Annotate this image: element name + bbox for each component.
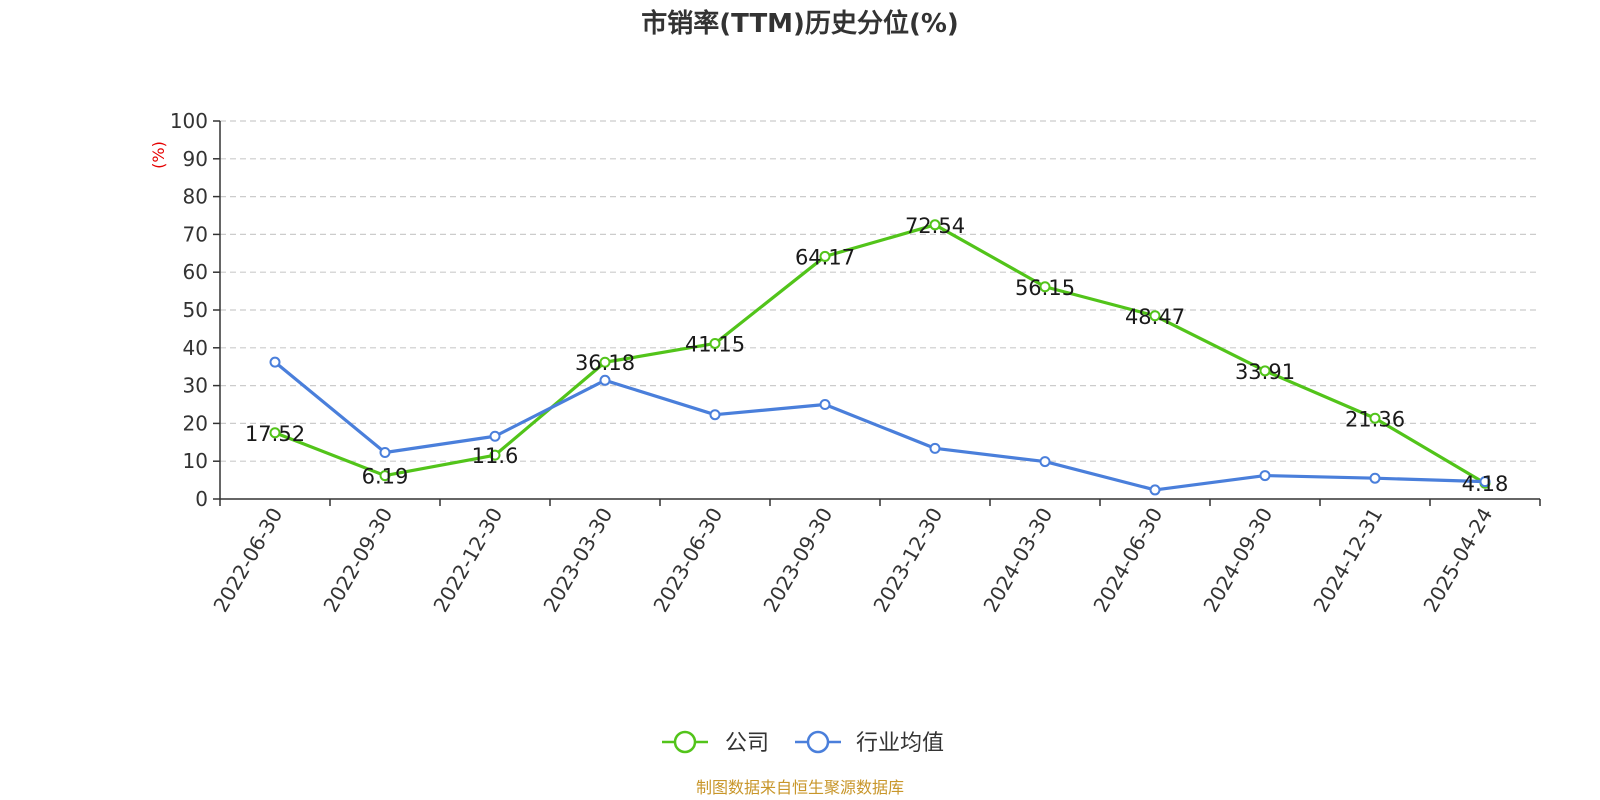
legend-item-1[interactable]: 公司: [662, 730, 769, 756]
y-tick-label: 40: [183, 336, 208, 360]
data-point[interactable]: [1039, 281, 1051, 293]
legend-marker-icon: [673, 730, 697, 754]
data-point[interactable]: [1369, 412, 1381, 424]
data-point[interactable]: [489, 449, 501, 461]
x-tick-label: 2023-12-30: [868, 504, 947, 617]
data-point[interactable]: [1259, 365, 1271, 377]
x-tick-label: 2024-06-30: [1088, 504, 1167, 617]
data-label: 48.47: [1125, 305, 1185, 329]
series-2: [269, 356, 1491, 496]
x-tick-label: 2022-09-30: [318, 504, 397, 617]
legend-label: 公司: [725, 731, 769, 756]
data-point[interactable]: [709, 337, 721, 349]
data-label: 4.18: [1462, 472, 1509, 496]
legend-marker-icon: [806, 730, 830, 754]
data-point[interactable]: [1479, 476, 1491, 488]
x-tick-label: 2023-03-30: [538, 504, 617, 617]
x-tick-label: 2024-12-31: [1308, 504, 1387, 617]
data-point[interactable]: [1039, 456, 1051, 468]
y-tick-label: 50: [183, 298, 208, 322]
series-line: [274, 223, 1486, 485]
data-label: 41.15: [685, 332, 745, 356]
y-tick-label: 30: [183, 374, 208, 398]
x-tick-label: 2023-09-30: [758, 504, 837, 617]
data-point[interactable]: [269, 427, 281, 439]
series-line: [273, 360, 1486, 492]
y-tick-label: 20: [183, 411, 208, 435]
data-point[interactable]: [489, 430, 501, 442]
data-point[interactable]: [599, 374, 611, 386]
data-label: 21.36: [1345, 407, 1405, 431]
y-tick-label: 60: [183, 260, 208, 284]
data-label: 33.91: [1235, 360, 1295, 384]
data-point[interactable]: [929, 442, 941, 454]
x-tick-label: 2024-09-30: [1198, 504, 1277, 617]
data-label: 56.15: [1015, 276, 1075, 300]
series-1: [269, 219, 1491, 489]
data-label: 6.19: [362, 465, 409, 489]
legend[interactable]: 公司 行业均值: [662, 730, 944, 756]
data-label: 17.52: [245, 422, 305, 446]
series-layer: [269, 219, 1491, 496]
y-tick-label: 100: [170, 109, 208, 133]
data-point[interactable]: [599, 356, 611, 368]
data-point[interactable]: [1369, 472, 1381, 484]
y-tick-label: 10: [183, 449, 208, 473]
data-label: 72.54: [905, 214, 965, 238]
x-tick-label: 2022-06-30: [208, 504, 287, 617]
data-label: 11.6: [472, 444, 519, 468]
data-label: 36.18: [575, 351, 635, 375]
data-point[interactable]: [1149, 484, 1161, 496]
data-point[interactable]: [819, 250, 831, 262]
legend-label: 行业均值: [856, 731, 944, 756]
grid: [220, 120, 1540, 462]
data-label: 64.17: [795, 245, 855, 269]
data-point[interactable]: [379, 447, 391, 459]
data-point[interactable]: [1149, 310, 1161, 322]
y-tick-label: 90: [183, 147, 208, 171]
chart-title: 市销率(TTM)历史分位(%): [641, 8, 959, 39]
legend-item-2[interactable]: 行业均值: [795, 730, 944, 756]
data-point[interactable]: [1259, 470, 1271, 482]
x-tick-label: 2023-06-30: [648, 504, 727, 617]
x-tick-label: 2024-03-30: [978, 504, 1057, 617]
data-point[interactable]: [269, 356, 281, 368]
x-tick-label: 2025-04-24: [1418, 504, 1497, 617]
y-tick-label: 80: [183, 185, 208, 209]
data-point[interactable]: [709, 409, 721, 421]
y-tick-label: 0: [195, 487, 208, 511]
data-point[interactable]: [929, 219, 941, 231]
axes: 0 10 20 30 40 50 60 70 80 90 100 2022-06-30 2022-09-…: [170, 109, 1541, 617]
x-tick-label: 2022-12-30: [428, 504, 507, 617]
data-point[interactable]: [379, 470, 391, 482]
source-note: 制图数据来自恒生聚源数据库: [696, 778, 904, 797]
y-tick-label: 70: [183, 222, 208, 246]
data-labels: 17.52 6.19 11.6 36.18 41.15 64.17 72.54 56.15 48…: [245, 214, 1508, 496]
y-axis-label: (%): [149, 141, 168, 169]
data-point[interactable]: [819, 399, 831, 410]
